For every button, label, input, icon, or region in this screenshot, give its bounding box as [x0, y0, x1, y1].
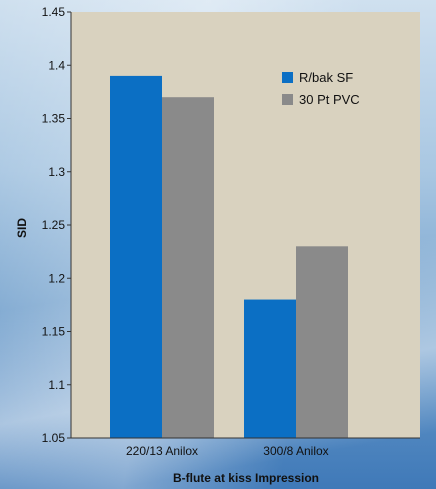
- y-tick-label: 1.4: [48, 58, 65, 72]
- y-tick-label: 1.3: [48, 165, 65, 179]
- x-tick-label: 220/13 Anilox: [126, 444, 198, 458]
- bar-30pt-pvc-1: [162, 97, 214, 438]
- y-tick-label: 1.15: [42, 325, 66, 339]
- bar-30pt-pvc-2: [296, 246, 348, 438]
- x-axis-label: B-flute at kiss Impression: [173, 471, 319, 485]
- bars: [110, 75, 348, 439]
- y-tick-label: 1.1: [48, 378, 65, 392]
- legend-label: R/bak SF: [299, 70, 353, 85]
- y-axis: 1.05 1.1 1.15 1.2 1.25 1.3 1.35 1.4 1.45: [42, 5, 72, 445]
- y-tick-label: 1.2: [48, 271, 65, 285]
- bar-rbak-sf-2: [244, 299, 296, 438]
- x-tick-label: 300/8 Anilox: [263, 444, 328, 458]
- y-tick-label: 1.25: [42, 218, 66, 232]
- x-axis: 220/13 Anilox 300/8 Anilox: [71, 437, 420, 458]
- legend-swatch: [282, 94, 293, 105]
- y-tick-label: 1.45: [42, 5, 66, 19]
- legend-swatch: [282, 72, 293, 83]
- y-axis-label: SID: [15, 218, 29, 238]
- bar-rbak-sf-1: [110, 75, 162, 439]
- y-tick-label: 1.05: [42, 431, 66, 445]
- y-tick-label: 1.35: [42, 112, 66, 126]
- legend: R/bak SF 30 Pt PVC: [282, 70, 360, 107]
- legend-label: 30 Pt PVC: [299, 92, 360, 107]
